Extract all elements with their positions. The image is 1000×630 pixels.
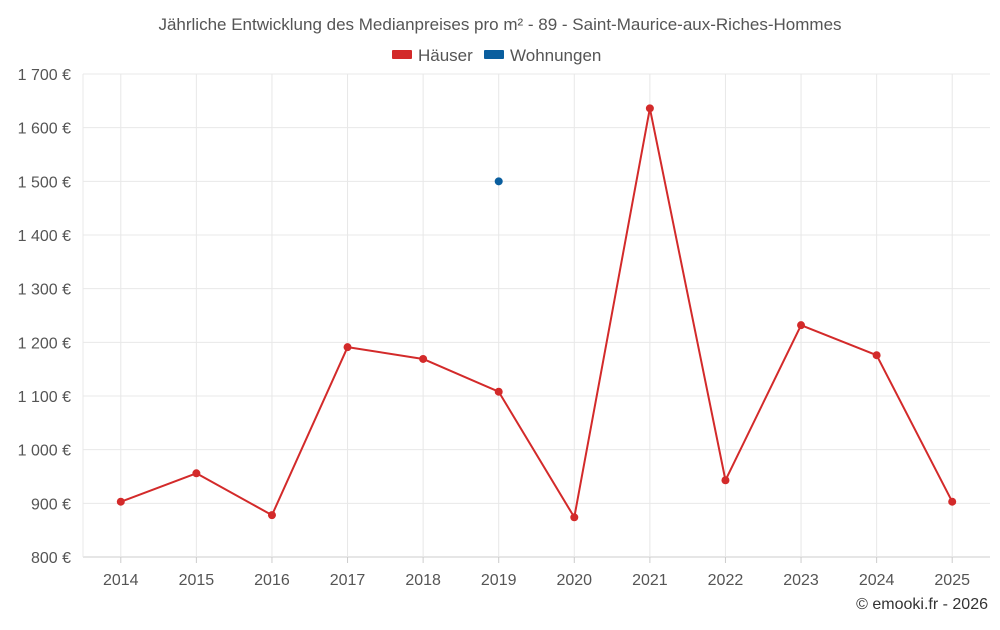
data-point-hauser-2019[interactable] — [494, 387, 503, 396]
x-tick-label: 2015 — [179, 572, 215, 589]
axes: 800 € 900 € 1 000 € 1 100 € 1 200 € 1 300 € 1 … — [18, 67, 970, 589]
chart-title: Jährliche Entwicklung des Medianpreises … — [158, 15, 841, 34]
data-point-hauser-2021[interactable] — [645, 104, 654, 113]
data-point-hauser-2022[interactable] — [721, 476, 730, 485]
data-point-hauser-2014[interactable] — [116, 497, 125, 506]
x-tick-label: 2024 — [859, 572, 895, 589]
y-tick-label: 800 € — [31, 550, 71, 567]
legend-item-wohnungen[interactable]: Wohnungen — [484, 46, 601, 65]
legend: Häuser Wohnungen — [392, 46, 601, 65]
data-point-hauser-2016[interactable] — [267, 511, 276, 520]
legend-swatch-hauser — [392, 50, 412, 59]
data-point-wohnungen-2019[interactable] — [494, 177, 503, 186]
legend-item-hauser[interactable]: Häuser — [392, 46, 473, 65]
data-point-hauser-2020[interactable] — [570, 513, 579, 522]
credit-text: © emooki.fr - 2026 — [856, 596, 988, 613]
grid — [82, 73, 990, 558]
series-line-hauser — [120, 107, 954, 519]
x-tick-label: 2020 — [556, 572, 592, 589]
y-tick-label: 1 500 € — [18, 174, 71, 191]
x-tick-label: 2022 — [708, 572, 744, 589]
y-tick-label: 1 400 € — [18, 228, 71, 245]
x-tick-label: 2016 — [254, 572, 290, 589]
x-tick-label: 2019 — [481, 572, 517, 589]
y-tick-label: 1 600 € — [18, 121, 71, 138]
data-point-hauser-2018[interactable] — [419, 354, 428, 363]
y-tick-label: 1 000 € — [18, 443, 71, 460]
x-tick-label: 2025 — [934, 572, 970, 589]
data-point-hauser-2024[interactable] — [872, 351, 881, 360]
x-tick-label: 2014 — [103, 572, 139, 589]
data-point-hauser-2025[interactable] — [948, 497, 957, 506]
x-tick-label: 2023 — [783, 572, 819, 589]
legend-label-hauser: Häuser — [418, 46, 473, 65]
y-tick-label: 1 300 € — [18, 282, 71, 299]
x-tick-label: 2018 — [405, 572, 441, 589]
legend-label-wohnungen: Wohnungen — [510, 46, 601, 65]
series — [116, 104, 957, 522]
y-tick-label: 1 200 € — [18, 335, 71, 352]
y-tick-label: 1 700 € — [18, 67, 71, 84]
y-tick-label: 1 100 € — [18, 389, 71, 406]
legend-swatch-wohnungen — [484, 50, 504, 59]
x-tick-label: 2021 — [632, 572, 668, 589]
y-tick-label: 900 € — [31, 496, 71, 513]
data-point-hauser-2023[interactable] — [797, 321, 806, 330]
data-point-hauser-2015[interactable] — [192, 469, 201, 478]
x-tick-label: 2017 — [330, 572, 366, 589]
data-point-hauser-2017[interactable] — [343, 343, 352, 352]
